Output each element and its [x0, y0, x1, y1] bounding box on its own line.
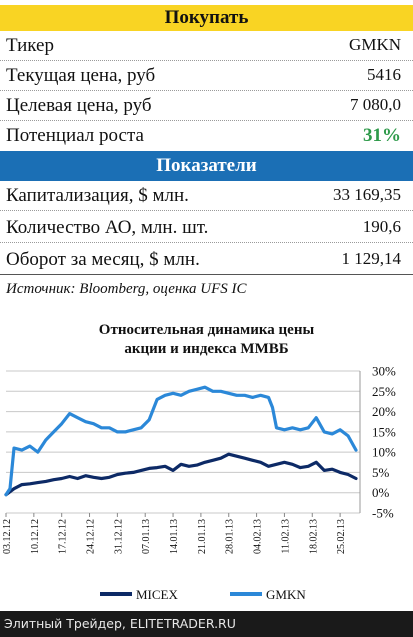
turnover-row: Оборот за месяц, $ млн. 1 129,14	[0, 245, 413, 275]
target-price-value: 7 080,0	[350, 95, 401, 114]
relative-performance-chart: 30% 25% 20% 15% 10% 5% 0% -5% 03.12.12 10.12.12 17…	[2, 364, 396, 603]
ticker-label: Тикер	[6, 35, 54, 56]
capitalization-value: 33 169,35	[333, 185, 401, 204]
y-tick-label: 10%	[372, 445, 396, 460]
chart-title-line1: Относительная динамика цены	[98, 322, 315, 338]
target-price-row: Целевая цена, руб 7 080,0	[0, 91, 413, 121]
x-tick-label: 21.01.13	[197, 519, 208, 554]
y-tick-label: 5%	[372, 465, 390, 480]
potential-row: Потенциал роста 31%	[0, 121, 413, 151]
x-tick-label: 31.12.12	[113, 519, 124, 554]
current-price-row: Текущая цена, руб 5416	[0, 61, 413, 91]
legend-label-gmkn: GMKN	[266, 587, 306, 602]
x-tick-label: 17.12.12	[58, 519, 69, 554]
turnover-label: Оборот за месяц, $ млн.	[6, 249, 200, 270]
x-tick-label: 07.01.13	[141, 519, 152, 554]
y-tick-label: 0%	[372, 485, 390, 500]
footer-credit: Элитный Трейдер, ELITETRADER.RU	[0, 611, 413, 637]
x-tick-label: 25.02.13	[336, 519, 347, 554]
current-price-value: 5416	[367, 65, 401, 84]
current-price-label: Текущая цена, руб	[6, 65, 156, 86]
y-tick-label: 30%	[372, 364, 396, 379]
potential-label: Потенциал роста	[6, 125, 144, 146]
legend-label-micex: MICEX	[136, 587, 179, 602]
x-tick-label: 04.02.13	[253, 519, 264, 554]
indicators-header: Показатели	[0, 151, 413, 181]
source-note: Источник: Bloomberg, оценка UFS IC	[6, 281, 247, 297]
x-tick-label: 03.12.12	[2, 519, 13, 554]
x-tick-label: 18.02.13	[308, 519, 319, 554]
buy-header: Покупать	[0, 5, 413, 31]
chart-title-line2: акции и индекса ММВБ	[124, 341, 289, 357]
capitalization-row: Капитализация, $ млн. 33 169,35	[0, 181, 413, 211]
y-tick-label: 20%	[372, 404, 396, 419]
x-tick-label: 24.12.12	[86, 519, 97, 554]
ticker-value: GMKN	[349, 35, 401, 54]
target-price-label: Целевая цена, руб	[6, 95, 152, 116]
x-tick-label: 10.12.12	[30, 519, 41, 554]
y-tick-label: 25%	[372, 384, 396, 399]
capitalization-label: Капитализация, $ млн.	[6, 185, 189, 206]
x-tick-label: 11.02.13	[280, 519, 291, 554]
potential-value: 31%	[363, 125, 401, 146]
y-tick-label: -5%	[372, 506, 394, 521]
turnover-value: 1 129,14	[341, 249, 402, 268]
series-line-gmkn	[4, 385, 358, 497]
y-tick-label: 15%	[372, 424, 396, 439]
shares-count-row: Количество АО, млн. шт. 190,6	[0, 213, 413, 243]
series-line-micex	[4, 452, 358, 497]
x-tick-label: 28.01.13	[225, 519, 236, 554]
shares-count-label: Количество АО, млн. шт.	[6, 217, 209, 238]
ticker-row: Тикер GMKN	[0, 31, 413, 61]
x-tick-label: 14.01.13	[169, 519, 180, 554]
shares-count-value: 190,6	[362, 217, 401, 236]
